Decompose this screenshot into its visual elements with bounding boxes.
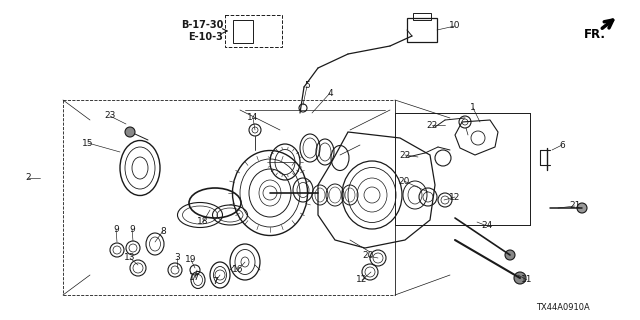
Text: 2: 2	[25, 173, 31, 182]
Text: 5: 5	[304, 82, 310, 91]
Bar	[225, 15, 282, 47]
Text: 20: 20	[398, 177, 410, 186]
Text: 12: 12	[449, 193, 461, 202]
Text: 18: 18	[197, 218, 209, 227]
Text: 19: 19	[185, 255, 196, 265]
Text: 6: 6	[559, 140, 565, 149]
Circle shape	[514, 272, 526, 284]
Text: 1: 1	[470, 103, 476, 113]
Text: 20: 20	[362, 252, 374, 260]
Text: B-17-30: B-17-30	[180, 20, 223, 30]
Text: 15: 15	[83, 139, 93, 148]
Bar	[233, 20, 253, 43]
Text: 7: 7	[212, 277, 218, 286]
Text: TX44A0910A: TX44A0910A	[536, 303, 590, 313]
Text: 10: 10	[449, 21, 461, 30]
Text: 8: 8	[160, 227, 166, 236]
Text: 16: 16	[232, 266, 244, 275]
Circle shape	[125, 127, 135, 137]
Text: 4: 4	[327, 89, 333, 98]
Bar	[413, 13, 431, 20]
Text: 21: 21	[570, 202, 580, 211]
Circle shape	[577, 203, 587, 213]
Text: 23: 23	[104, 111, 116, 121]
Text: 17: 17	[189, 274, 201, 283]
Text: 22: 22	[399, 150, 411, 159]
Text: 14: 14	[247, 114, 259, 123]
Bar	[407, 18, 437, 42]
Text: 3: 3	[174, 253, 180, 262]
Text: FR.: FR.	[584, 28, 606, 42]
Text: 11: 11	[521, 276, 532, 284]
Text: 9: 9	[113, 225, 119, 234]
Text: 12: 12	[356, 276, 368, 284]
Text: 22: 22	[426, 121, 438, 130]
Text: E-10-3: E-10-3	[188, 32, 223, 42]
Circle shape	[505, 250, 515, 260]
Text: 24: 24	[481, 221, 493, 230]
Text: 13: 13	[124, 253, 136, 262]
Text: 9: 9	[129, 225, 135, 234]
